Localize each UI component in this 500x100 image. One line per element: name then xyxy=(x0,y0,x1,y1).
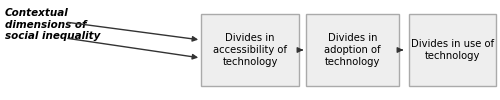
Text: Contextual
dimensions of
social inequality: Contextual dimensions of social inequali… xyxy=(5,8,100,41)
Text: Divides in
accessibility of
technology: Divides in accessibility of technology xyxy=(213,33,287,67)
Text: Divides in
adoption of
technology: Divides in adoption of technology xyxy=(324,33,381,67)
FancyBboxPatch shape xyxy=(409,14,496,86)
Text: Divides in use of
technology: Divides in use of technology xyxy=(411,39,494,61)
FancyBboxPatch shape xyxy=(201,14,298,86)
FancyBboxPatch shape xyxy=(306,14,398,86)
